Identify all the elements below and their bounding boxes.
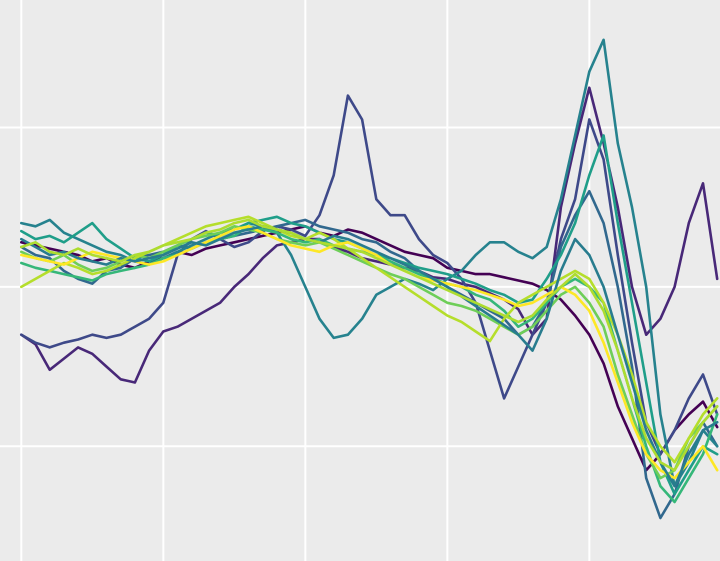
series-layer <box>19 38 719 520</box>
series-line-11 <box>19 225 719 488</box>
series-line-2 <box>19 86 719 384</box>
series-line-3 <box>19 94 719 456</box>
series-line-9 <box>19 215 719 464</box>
series-line-12 <box>19 218 719 472</box>
